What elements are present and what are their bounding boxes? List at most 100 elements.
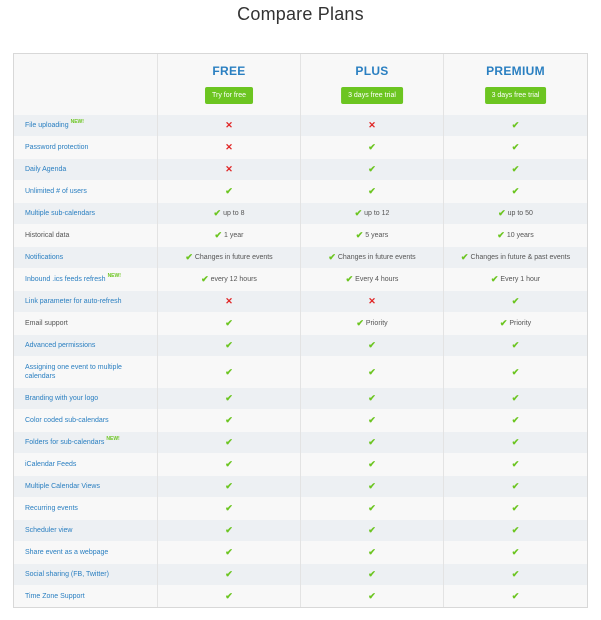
plan-cell: ✔	[158, 542, 300, 563]
feature-label[interactable]: Recurring events	[25, 498, 145, 519]
feature-label-text: Link parameter for auto-refresh	[25, 298, 122, 305]
checkmark-icon: ✔	[328, 252, 336, 262]
checkmark-icon: ✔	[225, 503, 233, 513]
plan-cell-text: up to 50	[507, 210, 533, 217]
table-row: Email support ✔ ✔ Priority ✔ Priority	[14, 313, 587, 334]
feature-label[interactable]: Social sharing (FB, Twitter)	[25, 564, 145, 585]
row-band	[158, 203, 300, 224]
feature-label[interactable]: Assigning one event to multiple calendar…	[25, 357, 145, 387]
checkmark-icon: ✔	[368, 503, 376, 513]
plan-cell: ✔	[301, 454, 443, 475]
plan-cell: ✕	[301, 115, 443, 136]
feature-label[interactable]: iCalendar Feeds	[25, 454, 145, 475]
plan-cell: ✔	[444, 476, 587, 497]
feature-label[interactable]: File uploading NEW!	[25, 115, 145, 136]
checkmark-icon: ✔	[511, 525, 520, 535]
plan-cell: ✔	[444, 564, 587, 585]
feature-label-text: Historical data	[25, 232, 70, 239]
checkmark-icon: ✔	[368, 591, 376, 601]
feature-label-text: Multiple sub-calendars	[25, 210, 96, 217]
plan-cell: ✔	[301, 520, 443, 541]
feature-label[interactable]: Historical data	[25, 225, 145, 246]
plan-cell: ✔	[301, 335, 443, 356]
feature-label[interactable]: Email support	[25, 313, 145, 334]
row-band	[14, 115, 157, 136]
checkmark-icon: ✔	[201, 274, 209, 284]
row-band	[14, 564, 157, 585]
table-row: Branding with your logo ✔ ✔ ✔	[14, 388, 587, 409]
plan-cell: ✔	[444, 586, 587, 607]
plan-cell: ✔	[158, 335, 300, 356]
row-band	[301, 432, 443, 453]
feature-label-text: Inbound .ics feeds refresh	[25, 276, 106, 283]
plan-cell: ✔	[301, 476, 443, 497]
feature-label-text: Time Zone Support	[25, 593, 85, 600]
plan-cell: ✔	[444, 432, 587, 453]
checkmark-icon: ✔	[460, 252, 469, 262]
plan-cell-text: 10 years	[506, 232, 534, 239]
checkmark-icon: ✔	[368, 142, 376, 152]
plan-cell: ✔	[158, 520, 300, 541]
feature-label[interactable]: Scheduler view	[25, 520, 145, 541]
checkmark-icon: ✔	[225, 459, 233, 469]
cross-icon: ✕	[368, 120, 376, 130]
table-row: Unlimited # of users ✔ ✔ ✔	[14, 181, 587, 202]
checkmark-icon: ✔	[225, 591, 233, 601]
checkmark-icon: ✔	[225, 525, 233, 535]
feature-label[interactable]: Daily Agenda	[25, 159, 145, 180]
checkmark-icon: ✔	[354, 208, 363, 218]
checkmark-icon: ✔	[511, 120, 520, 130]
feature-label[interactable]: Folders for sub-calendars NEW!	[25, 432, 145, 453]
row-band	[444, 203, 587, 224]
cross-icon: ✕	[225, 120, 233, 130]
feature-label[interactable]: Share event as a webpage	[25, 542, 145, 563]
table-row: Multiple sub-calendars ✔ up to 8 ✔ up to 12 ✔…	[14, 203, 587, 224]
feature-label[interactable]: Inbound .ics feeds refresh NEW!	[25, 269, 145, 290]
feature-label[interactable]: Unlimited # of users	[25, 181, 145, 202]
feature-label[interactable]: Color coded sub-calendars	[25, 410, 145, 431]
feature-label[interactable]: Multiple sub-calendars	[25, 203, 145, 224]
feature-label[interactable]: Notifications	[25, 247, 145, 268]
plan-cell-text: 1 year	[224, 232, 244, 239]
plan-cell: ✔	[301, 542, 443, 563]
plan-name-free: FREE	[212, 64, 246, 78]
row-band	[444, 247, 587, 268]
table-row: Social sharing (FB, Twitter) ✔ ✔ ✔	[14, 564, 587, 585]
plan-cell: ✔	[158, 357, 300, 387]
checkmark-icon: ✔	[368, 415, 376, 425]
row-band	[301, 203, 443, 224]
comparison-table: FREE Try for free PLUS 3 days free trial…	[13, 53, 588, 608]
plan-cell: ✕	[158, 291, 300, 312]
plan-cell: ✔	[444, 498, 587, 519]
try-free-button[interactable]: Try for free	[205, 87, 253, 104]
plan-cell: ✔	[444, 335, 587, 356]
feature-label[interactable]: Multiple Calendar Views	[25, 476, 145, 497]
plan-cell: ✔ 1 year	[158, 225, 300, 246]
table-row: Notifications ✔ Changes in future events ✔ C…	[14, 247, 587, 268]
premium-trial-button[interactable]: 3 days free trial	[484, 87, 547, 104]
plan-cell: ✔	[301, 564, 443, 585]
row-band	[158, 335, 300, 356]
row-band	[444, 159, 587, 180]
plan-cell: ✔	[158, 564, 300, 585]
checkmark-icon: ✔	[511, 142, 520, 152]
plus-trial-button[interactable]: 3 days free trial	[341, 87, 403, 104]
plan-cell: ✔ Changes in future events	[301, 247, 443, 268]
checkmark-icon: ✔	[356, 318, 364, 328]
cross-icon: ✕	[225, 142, 233, 152]
feature-label-text: Folders for sub-calendars	[25, 439, 105, 446]
feature-label[interactable]: Time Zone Support	[25, 586, 145, 607]
feature-label-text: iCalendar Feeds	[25, 461, 77, 468]
checkmark-icon: ✔	[511, 503, 520, 513]
feature-label[interactable]: Advanced permissions	[25, 335, 145, 356]
checkmark-icon: ✔	[511, 591, 520, 601]
feature-label[interactable]: Branding with your logo	[25, 388, 145, 409]
feature-label[interactable]: Link parameter for auto-refresh	[25, 291, 145, 312]
feature-label-text: Multiple Calendar Views	[25, 483, 100, 490]
plan-cell-text: Priority	[509, 320, 532, 327]
row-band	[14, 476, 157, 497]
plan-cell-text: Changes in future events	[194, 254, 273, 261]
table-row: Scheduler view ✔ ✔ ✔	[14, 520, 587, 541]
feature-label[interactable]: Password protection	[25, 137, 145, 158]
plan-cell: ✔	[444, 357, 587, 387]
